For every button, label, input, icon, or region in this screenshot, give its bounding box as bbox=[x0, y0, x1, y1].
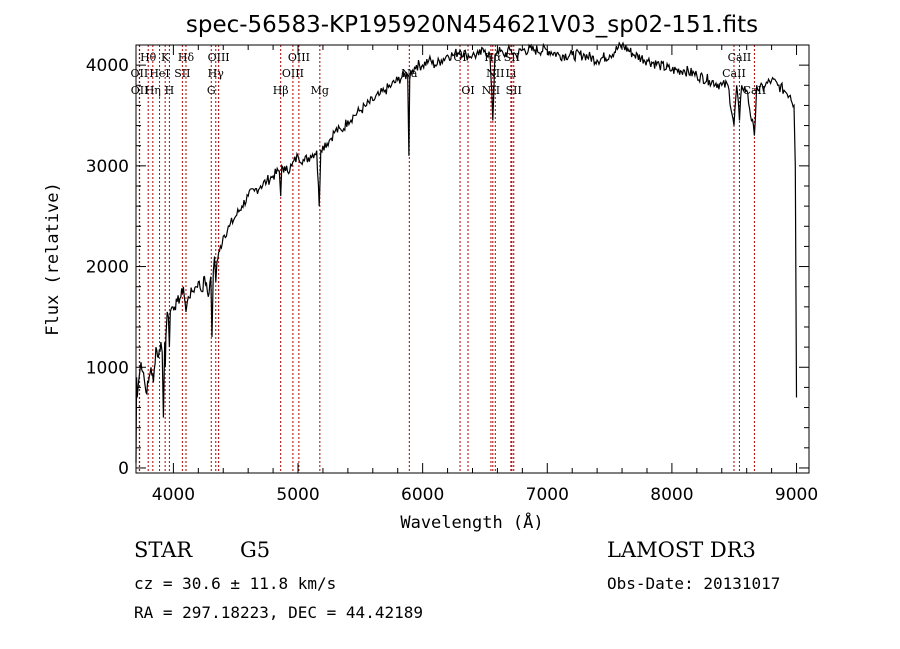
line-marker-label: H bbox=[165, 84, 175, 97]
line-marker-label: G bbox=[207, 84, 216, 97]
y-tick-label: 0 bbox=[118, 459, 129, 479]
y-tick-label: 2000 bbox=[86, 258, 129, 278]
line-marker-label: Hθ bbox=[140, 51, 157, 64]
x-tick-label: 6000 bbox=[401, 485, 444, 505]
spectral-subclass: G5 bbox=[240, 538, 271, 562]
line-marker-label: OIII bbox=[288, 51, 310, 64]
survey-name: LAMOST DR3 bbox=[607, 538, 756, 562]
x-tick-label: 9000 bbox=[775, 485, 818, 505]
line-marker-label: Hγ bbox=[208, 67, 225, 80]
line-marker-label: SII bbox=[506, 84, 522, 97]
line-marker-label: OIII bbox=[282, 67, 304, 80]
line-marker-label: Li bbox=[505, 67, 516, 80]
object-type: STAR bbox=[134, 538, 193, 562]
line-marker-label: OI bbox=[461, 84, 474, 97]
line-marker-label: Hβ bbox=[273, 84, 289, 97]
line-marker-label: SII bbox=[174, 67, 190, 80]
x-tick-label: 4000 bbox=[152, 485, 195, 505]
line-marker-label: NII bbox=[486, 67, 504, 80]
spectrum-line bbox=[135, 41, 798, 463]
line-marker-label: Mg bbox=[311, 84, 329, 97]
x-tick-label: 8000 bbox=[650, 485, 693, 505]
line-marker-label: Hη bbox=[145, 84, 161, 97]
line-marker-label: CaII bbox=[728, 51, 752, 64]
line-marker-label: OIII bbox=[208, 51, 230, 64]
x-tick-label: 5000 bbox=[276, 485, 319, 505]
y-axis-label: Flux (relative) bbox=[43, 182, 63, 336]
line-marker-label: CaII bbox=[722, 67, 746, 80]
line-marker-label: OII bbox=[131, 84, 149, 97]
x-axis-label: Wavelength (Å) bbox=[400, 511, 543, 533]
observation-date: Obs-Date: 20131017 bbox=[607, 574, 781, 593]
coordinates: RA = 297.18223, DEC = 44.42189 bbox=[134, 603, 423, 622]
y-tick-label: 4000 bbox=[86, 56, 129, 76]
axis-ticks: 4000 5000 6000 7000 8000 9000 0 1000 2000 3000 400… bbox=[86, 45, 818, 505]
y-tick-label: 3000 bbox=[86, 157, 129, 177]
y-tick-label: 1000 bbox=[86, 358, 129, 378]
x-tick-label: 7000 bbox=[526, 485, 569, 505]
chart-title: spec-56583-KP195920N454621V03_sp02-151.f… bbox=[186, 12, 758, 38]
line-marker-label: Hδ bbox=[178, 51, 195, 64]
line-marker-label: K bbox=[161, 51, 170, 64]
plot-frame bbox=[135, 44, 810, 474]
redshift-velocity: cz = 30.6 ± 11.8 km/s bbox=[134, 574, 337, 593]
line-marker-label: HeI bbox=[149, 67, 169, 80]
spectrum-chart: spec-56583-KP195920N454621V03_sp02-151.f… bbox=[43, 12, 818, 533]
